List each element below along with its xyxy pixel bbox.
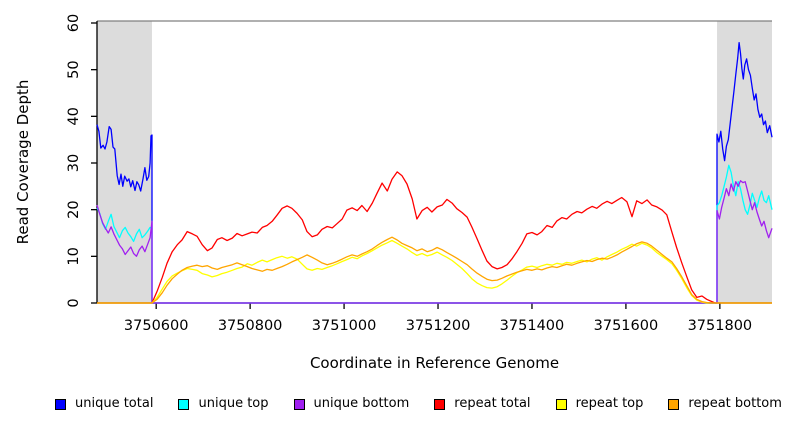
x-tick-label: 3751600 xyxy=(594,318,659,334)
legend-item-unique-total: unique total xyxy=(55,395,153,413)
legend-label: unique top xyxy=(198,396,269,411)
legend-swatch-unique-total-icon xyxy=(55,398,66,410)
x-tick-label: 3751400 xyxy=(500,318,565,334)
series-line-repeat-bottom xyxy=(97,236,772,304)
series-line-unique-top xyxy=(96,164,773,304)
y-tick-label: 0 xyxy=(66,298,82,307)
x-tick-label: 3751800 xyxy=(688,318,753,334)
y-tick-label: 10 xyxy=(66,247,82,265)
legend-label: repeat top xyxy=(575,396,644,411)
shaded-region xyxy=(97,21,152,303)
series-line-unique-bottom xyxy=(96,180,773,304)
y-tick-label: 20 xyxy=(66,200,82,218)
series-line-repeat-top xyxy=(97,239,772,304)
shaded-region xyxy=(717,21,772,303)
legend-item-repeat-total: repeat total xyxy=(434,395,531,413)
legend-label: unique total xyxy=(75,396,154,411)
x-axis-title: Coordinate in Reference Genome xyxy=(310,354,559,372)
legend-swatch-repeat-top-icon xyxy=(555,398,567,410)
y-tick-label: 30 xyxy=(66,154,82,172)
legend-swatch-unique-bottom-icon xyxy=(293,398,305,410)
y-tick-label: 50 xyxy=(66,60,82,78)
series-line-repeat-total xyxy=(97,171,772,304)
y-tick-label: 60 xyxy=(66,14,82,32)
legend-item-repeat-top: repeat top xyxy=(555,395,644,413)
legend-item-unique-bottom: unique bottom xyxy=(293,395,410,413)
series-line-unique-total xyxy=(96,41,773,304)
y-tick-label: 40 xyxy=(66,107,82,125)
legend-item-repeat-bottom: repeat bottom xyxy=(668,395,782,413)
legend: unique total unique top unique bottom re… xyxy=(0,395,792,413)
y-axis-title: Read Coverage Depth xyxy=(14,80,32,245)
legend-item-unique-top: unique top xyxy=(178,395,269,413)
x-tick-label: 3750800 xyxy=(218,318,283,334)
legend-swatch-repeat-bottom-icon xyxy=(668,398,680,410)
legend-label: repeat total xyxy=(454,396,531,411)
x-tick-label: 3751000 xyxy=(312,318,377,334)
x-tick-label: 3751200 xyxy=(406,318,471,334)
x-tick-label: 3750600 xyxy=(124,318,189,334)
legend-swatch-unique-top-icon xyxy=(178,398,190,410)
legend-swatch-repeat-total-icon xyxy=(434,398,446,410)
legend-label: unique bottom xyxy=(313,396,410,411)
plot-area: 0 10 20 30 40 50 60 3750600 3750800 3751000 375120… xyxy=(14,14,773,372)
legend-label: repeat bottom xyxy=(688,396,782,411)
